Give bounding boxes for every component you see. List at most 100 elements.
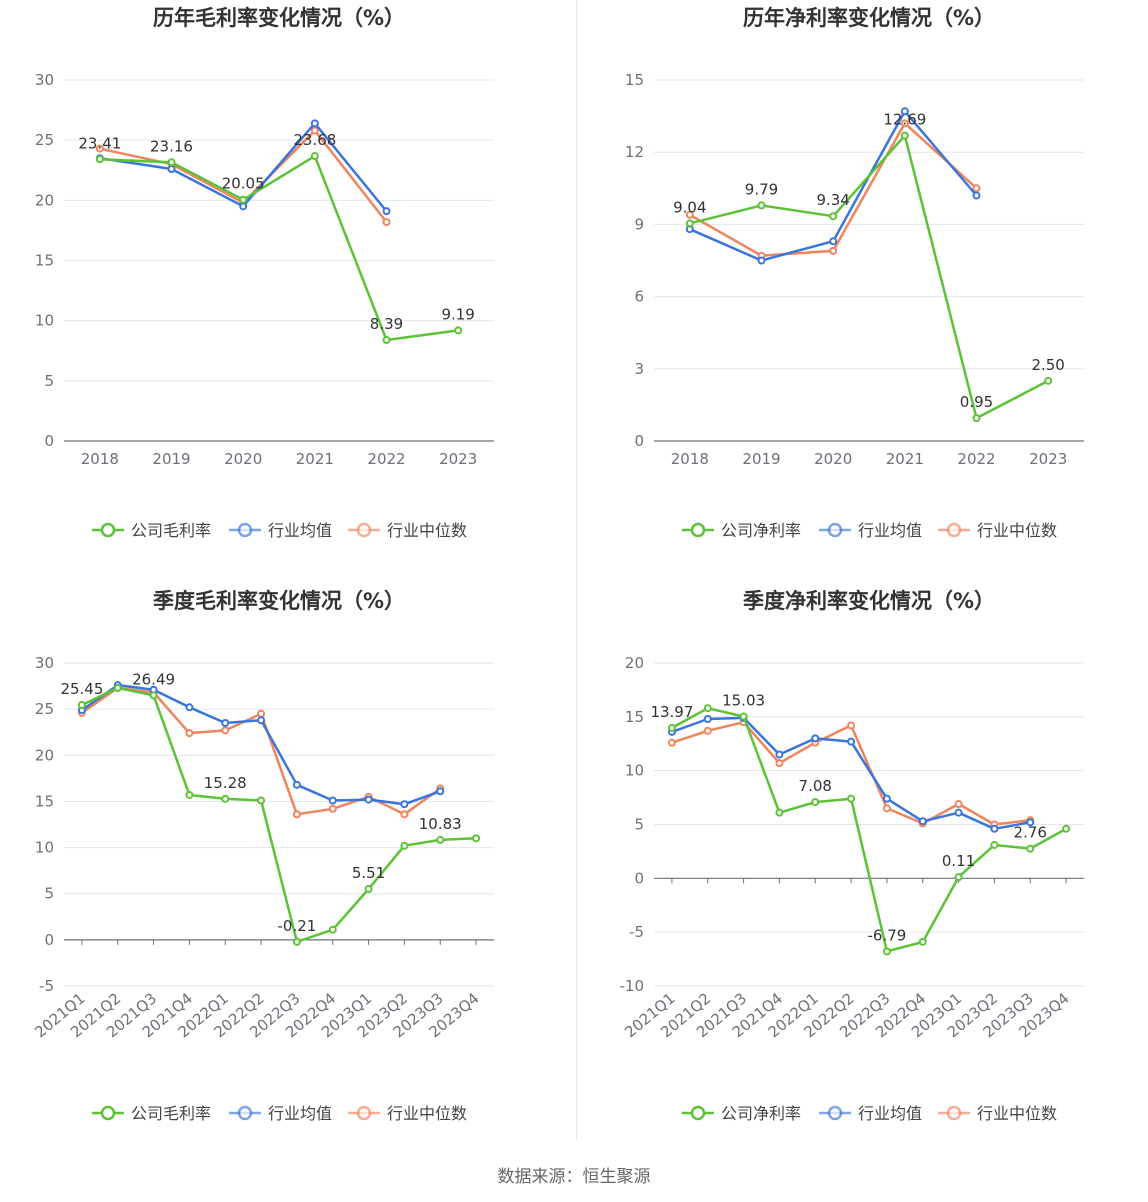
y-tick-label: 25: [35, 131, 54, 149]
legend-marker-icon: [237, 522, 253, 538]
legend-item-industry-avg[interactable]: 行业均值: [229, 521, 332, 540]
legend-marker-icon: [356, 1105, 372, 1121]
company-point: [364, 885, 373, 894]
legend-item-company[interactable]: 公司毛利率: [92, 1104, 211, 1123]
legend-label: 行业中位数: [387, 1104, 467, 1123]
industry-avg-point: [811, 734, 820, 743]
y-tick-label: 20: [625, 654, 644, 672]
chart-svg: 季度净利率变化情况（%）-10-5051015202021Q12021Q2202…: [620, 589, 1084, 1123]
x-tick-label: 2021: [296, 450, 334, 468]
company-point: [167, 158, 176, 167]
legend-label: 行业中位数: [977, 1104, 1057, 1123]
chart-svg: 季度毛利率变化情况（%）-50510152025302021Q12021Q220…: [31, 589, 494, 1123]
legend-item-company[interactable]: 公司净利率: [682, 1104, 801, 1123]
company-point: [685, 219, 694, 228]
y-tick-label: 0: [44, 931, 54, 949]
industry-median-point: [400, 810, 409, 819]
data-label: 15.28: [204, 774, 247, 792]
company-point: [900, 131, 909, 140]
company-point: [95, 155, 104, 164]
y-tick-label: 30: [35, 654, 54, 672]
y-tick-label: 0: [44, 432, 54, 450]
data-label: 12.69: [883, 111, 926, 129]
data-label: 2.76: [1014, 824, 1047, 842]
industry-median-point: [257, 709, 266, 718]
data-label: 9.19: [441, 305, 474, 323]
industry-avg-point: [954, 808, 963, 817]
legend-item-industry-median[interactable]: 行业中位数: [348, 1104, 467, 1123]
x-tick-label: 2018: [81, 450, 119, 468]
data-source-note: 数据来源：恒生聚源: [497, 1167, 651, 1187]
industry-avg-point: [829, 237, 838, 246]
quarterly-net-margin-chart: 季度净利率变化情况（%） -10 -5 0 5 10 15 20 2021Q1 2021Q2 202…: [590, 583, 1148, 1166]
legend-label: 公司毛利率: [131, 521, 211, 540]
x-tick-label: 2023: [1029, 450, 1067, 468]
company-point: [775, 808, 784, 817]
x-tick-label: 2020: [224, 450, 262, 468]
company-point: [472, 834, 481, 843]
chart-title: 季度净利率变化情况（%）: [743, 589, 995, 613]
chart-svg: 历年净利率变化情况（%） 0 3 6 9 12 15 2018 2019 2020 2021 2022…: [625, 6, 1084, 540]
y-tick-label: 5: [44, 372, 54, 390]
legend-label: 行业均值: [858, 521, 922, 540]
industry-median-point: [685, 210, 694, 219]
legend-item-company[interactable]: 公司净利率: [682, 521, 801, 540]
industry-median-point: [775, 759, 784, 768]
company-point: [454, 326, 463, 335]
industry-median-point: [667, 738, 676, 747]
industry-avg-point: [703, 714, 712, 723]
panel-divider: [576, 0, 577, 1140]
company-point: [436, 835, 445, 844]
data-label: 25.45: [60, 680, 103, 698]
industry-median-point: [95, 144, 104, 153]
industry-avg-point: [882, 794, 891, 803]
company-point: [990, 840, 999, 849]
industry-avg-point: [221, 718, 230, 727]
y-tick-label: 6: [634, 288, 644, 306]
data-label: 7.08: [799, 777, 832, 795]
chart-title: 历年毛利率变化情况（%）: [153, 6, 405, 30]
company-point: [1044, 376, 1053, 385]
company-point: [667, 723, 676, 732]
x-tick-label: 2020: [814, 450, 852, 468]
legend-marker-icon: [690, 522, 706, 538]
data-label: 9.79: [745, 180, 778, 198]
legend-marker-icon: [946, 522, 962, 538]
legend-item-industry-median[interactable]: 行业中位数: [938, 521, 1057, 540]
x-tick-label: 2022: [367, 450, 405, 468]
company-point: [77, 700, 86, 709]
chart-title: 季度毛利率变化情况（%）: [153, 589, 405, 613]
quarterly-gross-margin-chart: 季度毛利率变化情况（%） -5 0 5 10 15 20 25 30 2021Q1 2021Q2 20…: [0, 583, 574, 1166]
company-point: [972, 414, 981, 423]
legend-marker-icon: [827, 522, 843, 538]
y-tick-label: -5: [629, 923, 644, 941]
data-label: 0.11: [942, 852, 975, 870]
x-tick-label: 2019: [152, 450, 190, 468]
legend-item-industry-median[interactable]: 行业中位数: [938, 1104, 1057, 1123]
legend-item-industry-avg[interactable]: 行业均值: [819, 1104, 922, 1123]
data-label: 8.39: [370, 315, 403, 333]
company-point: [310, 152, 319, 161]
legend-item-industry-median[interactable]: 行业中位数: [348, 521, 467, 540]
data-label: 5.51: [352, 864, 385, 882]
industry-avg-point: [972, 191, 981, 200]
y-tick-label: -5: [39, 977, 54, 995]
y-tick-label: 9: [634, 215, 644, 233]
legend-item-industry-avg[interactable]: 行业均值: [819, 521, 922, 540]
industry-median-series-line: [671, 720, 1031, 826]
company-point: [882, 947, 891, 956]
legend-label: 公司毛利率: [131, 1104, 211, 1123]
industry-median-point: [847, 721, 856, 730]
legend-label: 行业中位数: [387, 521, 467, 540]
legend-item-company[interactable]: 公司毛利率: [92, 521, 211, 540]
company-point: [113, 683, 122, 692]
industry-median-point: [954, 800, 963, 809]
industry-avg-point: [292, 780, 301, 789]
company-series-line: [81, 686, 477, 944]
legend-label: 行业中位数: [977, 521, 1057, 540]
industry-median-point: [310, 126, 319, 135]
y-tick-label: 0: [634, 432, 644, 450]
industry-avg-point: [1026, 818, 1035, 827]
legend-item-industry-avg[interactable]: 行业均值: [229, 1104, 332, 1123]
legend-label: 公司净利率: [721, 521, 801, 540]
